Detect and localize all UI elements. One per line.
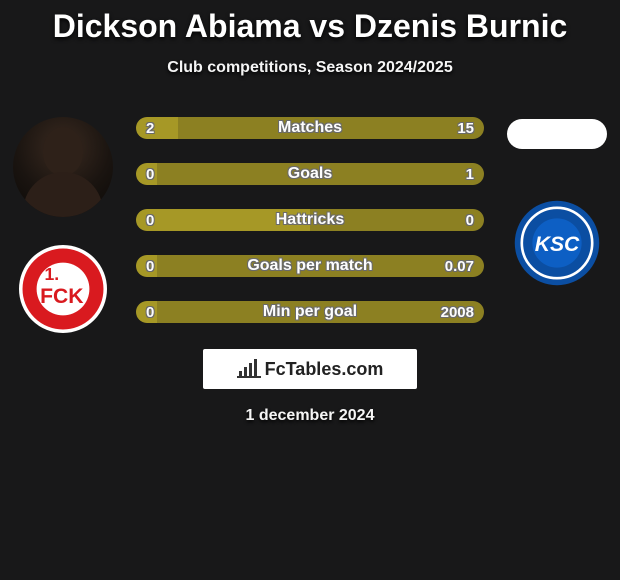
- player1-avatar: [13, 117, 113, 217]
- stat-value-right: 15: [457, 117, 474, 139]
- subtitle: Club competitions, Season 2024/2025: [0, 59, 620, 77]
- player1-club-badge: 1. FCK: [19, 245, 107, 333]
- stat-bar: Min per goal0 2008: [136, 301, 484, 323]
- stat-value-left: 0: [146, 301, 154, 323]
- branding-badge: FcTables.com: [203, 349, 417, 389]
- chart-icon: [237, 359, 261, 379]
- stat-bars: Matches215Goals01Hattricks00Goals per ma…: [136, 117, 484, 323]
- stat-value-right: 1: [466, 163, 474, 185]
- stat-value-right: 0: [466, 209, 474, 231]
- stat-value-left: 2: [146, 117, 154, 139]
- stat-value-right: 2008: [441, 301, 474, 323]
- stat-value-left: 0: [146, 255, 154, 277]
- stat-value-left: 0: [146, 209, 154, 231]
- svg-text:FCK: FCK: [40, 285, 84, 308]
- stat-label: Goals: [136, 163, 484, 185]
- player2-column: KSC: [502, 117, 612, 287]
- comparison-panel: 1. FCK KSC Matches215Goals01Hattricks00G…: [0, 117, 620, 323]
- vs-text: vs: [309, 8, 345, 44]
- svg-text:1.: 1.: [45, 264, 60, 284]
- stat-label: Hattricks: [136, 209, 484, 231]
- player1-column: 1. FCK: [8, 117, 118, 333]
- player2-club-badge: KSC: [513, 199, 601, 287]
- stat-label: Goals per match: [136, 255, 484, 277]
- player2-avatar: [507, 119, 607, 149]
- player2-name: Dzenis Burnic: [354, 8, 567, 44]
- stat-value-left: 0: [146, 163, 154, 185]
- branding-text: FcTables.com: [265, 359, 384, 380]
- stat-bar: Goals0 1: [136, 163, 484, 185]
- stat-label: Matches: [136, 117, 484, 139]
- stat-bar: Matches2 15: [136, 117, 484, 139]
- stat-bar: Hattricks0 0: [136, 209, 484, 231]
- player1-name: Dickson Abiama: [53, 8, 301, 44]
- stat-bar: Goals per match0 0.07: [136, 255, 484, 277]
- stat-value-right: 0.07: [445, 255, 474, 277]
- stat-label: Min per goal: [136, 301, 484, 323]
- date-text: 1 december 2024: [0, 407, 620, 425]
- page-title: Dickson Abiama vs Dzenis Burnic: [0, 0, 620, 45]
- svg-text:KSC: KSC: [535, 233, 580, 256]
